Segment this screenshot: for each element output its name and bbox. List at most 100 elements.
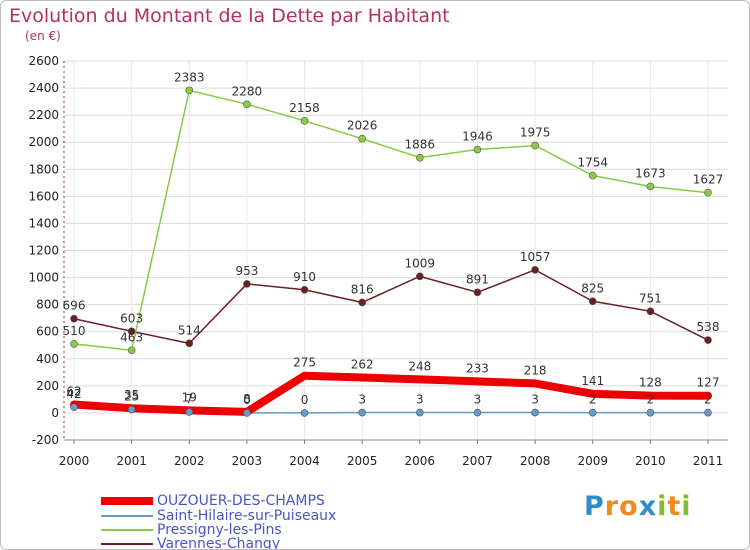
data-label-ouzouer-des-champs: 262 [351,357,374,371]
data-label-ouzouer-des-champs: 128 [639,376,662,390]
data-label-varennes-changy: 696 [63,299,86,313]
data-label-varennes-changy: 1009 [405,256,436,270]
data-label-ouzouer-des-champs: 275 [293,356,316,370]
x-tick-label: 2003 [232,454,263,468]
data-point-varennes-changy [185,339,194,348]
data-point-pressigny-les-pins [531,141,539,150]
data-label-ouzouer-des-champs: 218 [524,363,547,377]
data-label-ouzouer-des-champs: 127 [697,376,720,390]
data-label-varennes-changy: 953 [235,264,258,278]
series-line-varennes-changy [73,269,709,345]
data-point-pressigny-les-pins [243,100,251,109]
data-point-varennes-changy [358,298,366,307]
data-point-saint-hilaire-sur-puiseaux [646,408,655,417]
x-tick-label: 2008 [520,454,551,468]
y-tick-label: 1600 [28,189,59,203]
data-point-saint-hilaire-sur-puiseaux [473,408,482,417]
data-point-varennes-changy [588,297,597,306]
data-point-varennes-changy [300,285,309,294]
logo-letter: r [604,491,620,522]
x-tick-label: 2009 [577,454,608,468]
data-point-saint-hilaire-sur-puiseaux [127,405,136,414]
legend-label-ouzouer-des-champs: OUZOUER-DES-CHAMPS [157,493,325,509]
x-tick-label: 2010 [635,454,666,468]
data-label-saint-hilaire-sur-puiseaux: 2 [589,393,597,407]
logo-letter: t [667,491,682,522]
data-point-saint-hilaire-sur-puiseaux [185,408,194,416]
data-point-saint-hilaire-sur-puiseaux [416,408,424,417]
data-point-varennes-changy [646,307,655,316]
x-tick-label: 2004 [289,454,320,468]
data-label-varennes-changy: 910 [293,270,316,284]
data-label-ouzouer-des-champs: 8 [243,392,251,406]
data-point-saint-hilaire-sur-puiseaux [243,409,251,417]
x-tick-label: 2001 [116,454,147,468]
data-label-saint-hilaire-sur-puiseaux: 3 [416,393,424,407]
data-label-varennes-changy: 1057 [520,250,551,264]
y-tick-label: 200 [36,379,59,393]
data-point-saint-hilaire-sur-puiseaux [358,408,366,417]
data-point-pressigny-les-pins [300,117,309,125]
data-point-pressigny-les-pins [358,134,366,143]
logo-letter: i [681,491,692,522]
legend-swatch-saint-hilaire-sur-puiseaux [101,515,153,517]
data-label-pressigny-les-pins: 1886 [405,138,436,152]
data-label-ouzouer-des-champs: 19 [182,390,197,404]
legend-swatch-ouzouer-des-champs [101,497,153,505]
data-point-saint-hilaire-sur-puiseaux [70,403,78,412]
x-tick-label: 2000 [59,454,90,468]
data-label-saint-hilaire-sur-puiseaux: 3 [358,393,366,407]
data-label-pressigny-les-pins: 1975 [520,126,551,140]
data-point-saint-hilaire-sur-puiseaux [704,408,712,417]
data-point-pressigny-les-pins [416,153,424,162]
y-tick-label: 1800 [28,162,59,176]
data-label-saint-hilaire-sur-puiseaux: 42 [66,387,81,401]
data-label-ouzouer-des-champs: 248 [408,359,431,373]
data-label-pressigny-les-pins: 1754 [577,156,608,170]
y-tick-label: 2200 [28,108,59,122]
data-point-varennes-changy [416,272,424,281]
data-label-pressigny-les-pins: 463 [120,330,143,344]
data-point-saint-hilaire-sur-puiseaux [531,408,539,417]
data-label-pressigny-les-pins: 510 [63,324,86,338]
data-point-varennes-changy [243,280,251,288]
data-label-varennes-changy: 514 [178,323,201,337]
data-label-varennes-changy: 538 [697,320,720,334]
y-tick-label: 1200 [28,244,59,258]
legend-swatch-pressigny-les-pins [101,529,153,531]
data-point-pressigny-les-pins [588,171,597,180]
data-label-saint-hilaire-sur-puiseaux: 7 [185,392,193,406]
data-point-pressigny-les-pins [473,145,482,154]
data-point-pressigny-les-pins [646,182,655,191]
data-label-saint-hilaire-sur-puiseaux: 25 [124,390,139,404]
data-label-saint-hilaire-sur-puiseaux: 0 [243,393,251,407]
data-label-varennes-changy: 816 [351,282,374,296]
data-label-ouzouer-des-champs: 233 [466,361,489,375]
x-tick-label: 2002 [174,454,205,468]
data-label-saint-hilaire-sur-puiseaux: 0 [301,393,309,407]
legend-swatch-varennes-changy [101,543,153,545]
data-label-varennes-changy: 891 [466,272,489,286]
data-point-pressigny-les-pins [127,346,136,355]
data-label-varennes-changy: 751 [639,291,662,305]
data-point-pressigny-les-pins [704,188,712,197]
data-label-ouzouer-des-champs: 35 [124,388,139,402]
chart-subtitle: (en €) [25,29,61,43]
data-label-saint-hilaire-sur-puiseaux: 2 [647,393,655,407]
data-point-varennes-changy [70,314,78,323]
x-tick-label: 2005 [347,454,378,468]
data-point-varennes-changy [704,336,712,344]
data-label-pressigny-les-pins: 1673 [635,166,666,180]
data-point-pressigny-les-pins [70,340,78,348]
logo-letter: P [584,491,605,522]
data-label-pressigny-les-pins: 1627 [693,173,724,187]
proxiti-logo: Proxiti [584,491,692,522]
data-label-ouzouer-des-champs: 62 [66,385,81,399]
logo-letter: i [657,491,668,522]
data-label-pressigny-les-pins: 1946 [462,130,493,144]
series-line-pressigny-les-pins [73,89,709,352]
data-point-pressigny-les-pins [185,86,194,95]
data-label-varennes-changy: 603 [120,311,143,325]
y-tick-label: 1400 [28,216,59,230]
